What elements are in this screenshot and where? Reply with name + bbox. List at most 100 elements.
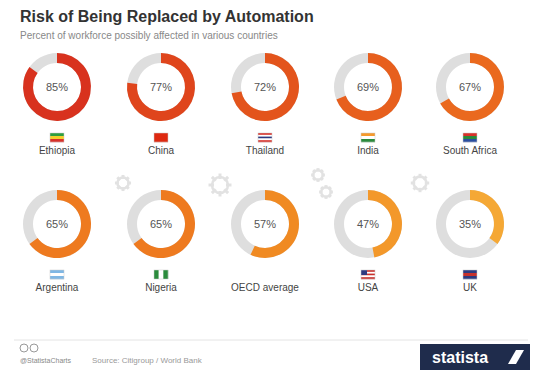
category-label: South Africa: [443, 145, 497, 156]
category-label: India: [357, 145, 379, 156]
flag-icon: [361, 270, 375, 279]
donut-track: [436, 53, 504, 121]
gear-ring: [117, 177, 128, 188]
flag-stripe: [258, 138, 272, 140]
flag-stripe: [361, 139, 375, 142]
flag-stripe: [463, 136, 477, 139]
gear-ring: [414, 177, 427, 190]
donut-arc: [336, 53, 402, 121]
gear-icon: [319, 185, 333, 199]
flag-stripe: [463, 273, 477, 276]
flag-stripe: [258, 137, 272, 139]
flag-stripe: [463, 276, 477, 279]
credit: @StatistaCharts: [20, 357, 72, 364]
flag-stripe: [463, 133, 477, 136]
donut-arc: [29, 190, 91, 258]
flag-canton: [361, 270, 367, 275]
data-label: 67%: [459, 81, 481, 93]
category-label: Ethiopia: [39, 145, 76, 156]
title: Risk of Being Replaced by Automation: [20, 8, 314, 25]
cc-icon: [20, 344, 28, 352]
flag-border: [463, 133, 477, 142]
data-label: 72%: [254, 81, 276, 93]
flag-stripe: [50, 273, 64, 276]
donut: [334, 53, 402, 121]
donut-arc: [440, 53, 504, 121]
background: [0, 0, 542, 389]
donut: [23, 53, 91, 121]
flag-stripe: [154, 270, 159, 279]
flag-stripe: [463, 270, 477, 273]
gear-icon: [115, 175, 131, 191]
donut-track: [436, 190, 504, 258]
donut-track: [334, 190, 402, 258]
donut-track: [23, 53, 91, 121]
category-label: OECD average: [231, 282, 299, 293]
donut: [231, 190, 299, 258]
donut: [436, 190, 504, 258]
data-label: 69%: [357, 81, 379, 93]
flag-stripe: [159, 270, 164, 279]
flag-icon: [258, 133, 272, 142]
flag-stripe: [361, 275, 375, 277]
data-label: 77%: [150, 81, 172, 93]
flag-stripe: [154, 133, 168, 142]
flag-icon: [361, 133, 375, 142]
flag-stripe: [361, 133, 375, 136]
donut-track: [231, 190, 299, 258]
donut: [127, 53, 195, 121]
flag-icon: [50, 133, 64, 142]
logo-mark: [508, 350, 524, 364]
category-label: USA: [358, 282, 379, 293]
donut: [127, 190, 195, 258]
donut-arc: [251, 190, 299, 258]
donut-track: [127, 53, 195, 121]
gear-icon: [209, 174, 232, 197]
logo-text: statista: [432, 349, 488, 366]
flag-stripe: [50, 133, 64, 136]
flag-border: [50, 270, 64, 279]
donut-arc: [23, 53, 91, 121]
donut: [334, 190, 402, 258]
donut-track: [231, 53, 299, 121]
data-label: 47%: [357, 218, 379, 230]
gear-ring: [321, 187, 331, 197]
logo-box: [420, 344, 530, 370]
chart: Risk of Being Replaced by AutomationPerc…: [0, 0, 542, 389]
flag-icon: [50, 270, 64, 279]
flag-border: [258, 133, 272, 142]
data-label: 65%: [150, 218, 172, 230]
flag-icon: [154, 133, 168, 142]
flag-stripe: [50, 139, 64, 142]
donut-track: [334, 53, 402, 121]
donut: [436, 53, 504, 121]
data-label: 65%: [46, 218, 68, 230]
flag-stripe: [163, 270, 168, 279]
gear-ring: [212, 177, 228, 193]
data-label: 85%: [46, 81, 68, 93]
flag-border: [463, 270, 477, 279]
donut-arc: [232, 53, 299, 121]
flag-stripe: [50, 270, 64, 273]
donut-track: [127, 190, 195, 258]
footer-rule: [14, 340, 528, 341]
gear-ring: [313, 170, 323, 180]
donut-track: [23, 190, 91, 258]
donut: [23, 190, 91, 258]
category-label: Argentina: [36, 282, 79, 293]
flag-stripe: [258, 135, 272, 137]
donut-arc: [127, 53, 195, 121]
source: Source: Citigroup / World Bank: [92, 356, 203, 365]
flag-border: [361, 133, 375, 142]
gear-icon: [411, 174, 429, 192]
flag-icon: [154, 270, 168, 279]
cc-icon: [30, 344, 38, 352]
category-label: Thailand: [246, 145, 284, 156]
category-label: UK: [463, 282, 477, 293]
flag-border: [154, 270, 168, 279]
flag-border: [50, 133, 64, 142]
donut: [231, 53, 299, 121]
donut-arc: [133, 190, 195, 258]
flag-stripe: [361, 136, 375, 139]
category-label: Nigeria: [145, 282, 177, 293]
